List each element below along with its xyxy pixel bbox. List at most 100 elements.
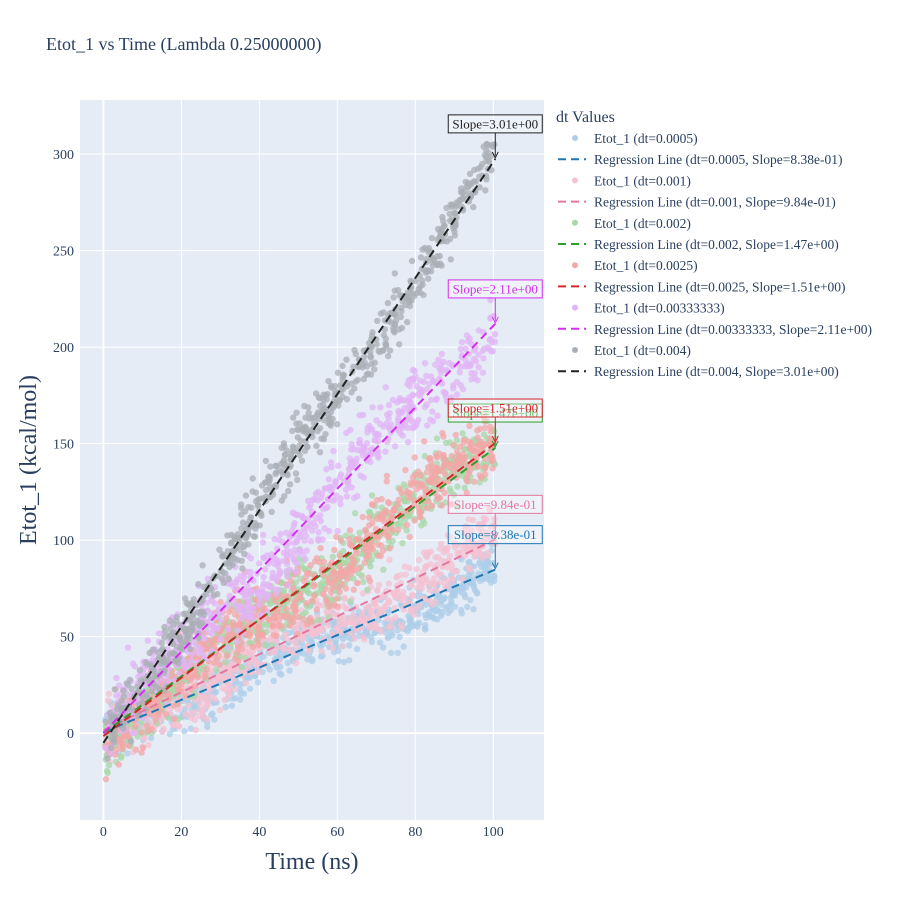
legend[interactable]: Etot_1 (dt=0.0005) Regression Line (dt=0.…: [558, 131, 872, 379]
y-tick-label: 50: [60, 631, 74, 646]
data-point: [262, 457, 270, 465]
data-point: [289, 614, 297, 621]
data-point: [418, 585, 425, 592]
data-point: [143, 722, 151, 729]
data-point: [380, 309, 387, 316]
data-point: [234, 649, 241, 656]
data-point: [373, 341, 380, 348]
legend-item-scatter-0.001[interactable]: Etot_1 (dt=0.001): [572, 173, 691, 188]
data-point: [412, 277, 420, 285]
data-point: [303, 587, 310, 594]
data-point: [343, 356, 350, 363]
data-point: [117, 754, 125, 761]
data-point: [249, 643, 257, 650]
data-point: [166, 617, 174, 624]
data-point: [335, 647, 342, 655]
data-point: [418, 389, 425, 396]
data-point: [238, 511, 245, 518]
data-point: [177, 621, 184, 628]
data-point: [447, 256, 454, 263]
data-point: [480, 431, 488, 438]
data-point: [489, 348, 496, 355]
data-point: [352, 350, 359, 358]
legend-item-scatter-0.0005[interactable]: Etot_1 (dt=0.0005): [572, 131, 698, 146]
data-point: [307, 538, 315, 545]
data-point: [406, 382, 413, 390]
data-point: [249, 475, 256, 482]
data-point: [373, 449, 381, 457]
x-tick-label: 80: [408, 825, 422, 840]
data-point: [432, 587, 440, 594]
data-point: [228, 702, 236, 709]
data-point: [427, 455, 434, 462]
data-point: [197, 701, 204, 708]
data-point: [386, 310, 394, 317]
data-point: [483, 157, 490, 165]
data-point: [429, 601, 436, 608]
legend-item-scatter-0.0025[interactable]: Etot_1 (dt=0.0025): [572, 258, 698, 273]
data-point: [289, 584, 297, 592]
data-point: [452, 210, 459, 217]
legend-item-line-0.00333333[interactable]: Regression Line (dt=0.00333333, Slope=2.…: [558, 322, 872, 337]
data-point: [459, 386, 467, 393]
data-point: [348, 542, 356, 550]
data-point: [374, 317, 381, 325]
data-point: [480, 514, 487, 522]
data-point: [363, 529, 370, 536]
data-point: [327, 408, 335, 416]
data-point: [392, 311, 399, 318]
data-point: [244, 583, 251, 590]
regression-line-0.004: [102, 158, 497, 744]
data-point: [317, 544, 324, 552]
data-point: [399, 409, 406, 416]
data-point: [334, 527, 341, 535]
data-point: [327, 459, 335, 466]
data-point: [297, 594, 304, 602]
data-point: [391, 506, 398, 514]
data-point: [424, 549, 431, 556]
legend-item-line-0.002[interactable]: Regression Line (dt=0.002, Slope=1.47e+0…: [558, 237, 839, 252]
data-point: [356, 565, 363, 572]
data-point: [138, 749, 145, 756]
data-point: [480, 413, 487, 420]
data-point: [458, 339, 466, 346]
data-point: [242, 680, 249, 687]
data-point: [382, 448, 389, 455]
data-point: [332, 637, 340, 645]
data-point: [230, 601, 238, 608]
data-point: [195, 620, 202, 627]
data-point: [267, 463, 274, 470]
tick-labels: 0 20 40 60 80 100 0 50 100 150 200 250 300: [53, 148, 504, 840]
legend-item-line-0.001[interactable]: Regression Line (dt=0.001, Slope=9.84e-0…: [558, 195, 836, 210]
legend-item-scatter-0.00333333[interactable]: Etot_1 (dt=0.00333333): [572, 301, 725, 316]
data-point: [177, 644, 184, 652]
data-point: [366, 547, 373, 555]
data-point: [296, 451, 303, 459]
data-point: [470, 606, 477, 613]
data-point: [237, 690, 244, 697]
data-point: [405, 394, 413, 401]
legend-item-line-0.004[interactable]: Regression Line (dt=0.004, Slope=3.01e+0…: [558, 364, 839, 379]
data-point: [468, 369, 475, 377]
data-point: [427, 416, 434, 423]
legend-item-line-0.0025[interactable]: Regression Line (dt=0.0025, Slope=1.51e+…: [558, 279, 846, 294]
data-point: [453, 391, 461, 398]
data-point: [213, 666, 220, 674]
legend-item-line-0.0005[interactable]: Regression Line (dt=0.0005, Slope=8.38e-…: [558, 152, 842, 167]
data-point: [440, 462, 447, 469]
data-point: [337, 471, 345, 478]
data-point: [359, 610, 366, 617]
data-point: [317, 512, 324, 519]
data-point: [385, 533, 392, 541]
data-point: [339, 643, 346, 650]
data-point: [337, 562, 344, 569]
legend-item-scatter-0.004[interactable]: Etot_1 (dt=0.004): [572, 343, 691, 358]
data-point: [383, 478, 390, 485]
data-point: [240, 573, 248, 580]
legend-item-scatter-0.002[interactable]: Etot_1 (dt=0.002): [572, 216, 691, 231]
data-point: [340, 371, 347, 379]
legend-label: Etot_1 (dt=0.0005): [594, 131, 698, 146]
data-point: [434, 225, 442, 233]
data-point: [417, 377, 424, 384]
